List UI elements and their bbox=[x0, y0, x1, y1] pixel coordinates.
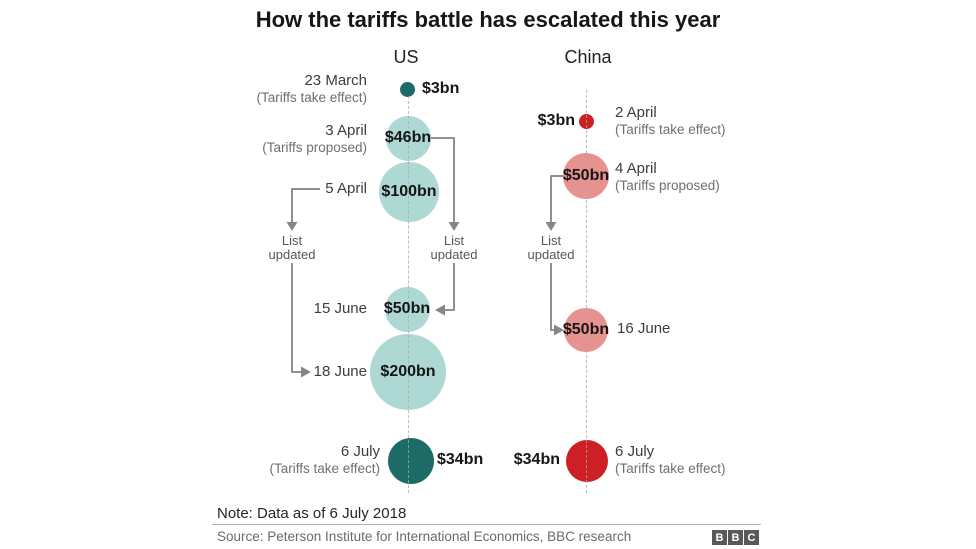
amount-label: $46bn bbox=[384, 129, 432, 146]
annotation-line: List bbox=[540, 233, 562, 248]
event-date: 6 July bbox=[340, 443, 380, 460]
annotation-line: List bbox=[443, 233, 465, 248]
event-date: 18 June bbox=[313, 363, 367, 380]
footer-divider bbox=[212, 524, 761, 525]
event-label-us-3-april: 3 April (Tariffs proposed) bbox=[147, 122, 367, 155]
annotation-line: updated bbox=[268, 247, 316, 263]
amount-label: $3bn bbox=[537, 112, 575, 129]
event-qualifier: (Tariffs take effect) bbox=[256, 89, 367, 105]
annotation-line: List bbox=[281, 233, 303, 248]
event-label-us-18-june: 18 June bbox=[147, 363, 367, 381]
event-qualifier: (Tariffs proposed) bbox=[615, 177, 720, 193]
arrow-left-icon bbox=[435, 304, 445, 316]
annotation-list-updated: List updated bbox=[268, 233, 316, 263]
source-text: Source: Peterson Institute for Internati… bbox=[217, 529, 632, 544]
arrow-down-icon bbox=[448, 222, 460, 231]
event-date: 4 April bbox=[615, 160, 657, 177]
annotation-line: updated bbox=[527, 247, 575, 263]
annotation-list-updated: List updated bbox=[527, 233, 575, 263]
event-label-china-16-june: 16 June bbox=[617, 320, 847, 338]
event-label-china-6-july: 6 July (Tariffs take effect) bbox=[615, 443, 845, 476]
bubble-china-6-july bbox=[566, 440, 608, 482]
event-date: 3 April bbox=[325, 122, 367, 139]
bbc-logo-letter: B bbox=[712, 530, 727, 545]
connector-us-right-bottom bbox=[445, 263, 455, 311]
connector-china-bottom bbox=[550, 263, 554, 331]
event-qualifier: (Tariffs take effect) bbox=[615, 460, 726, 476]
event-label-china-4-april: 4 April (Tariffs proposed) bbox=[615, 160, 845, 193]
amount-label: $50bn bbox=[383, 300, 431, 317]
amount-label: $34bn bbox=[513, 451, 560, 468]
page-title: How the tariffs battle has escalated thi… bbox=[255, 7, 721, 32]
event-date: 16 June bbox=[617, 320, 671, 337]
amount-label: $200bn bbox=[380, 363, 436, 380]
bbc-logo-letter: B bbox=[728, 530, 743, 545]
column-header-us: US bbox=[393, 47, 419, 67]
amount-label: $3bn bbox=[422, 80, 460, 97]
bubble-us-15-june bbox=[385, 287, 430, 332]
annotation-line: updated bbox=[430, 247, 478, 263]
note-text: Note: Data as of 6 July 2018 bbox=[217, 505, 407, 522]
arrow-down-icon bbox=[545, 222, 557, 231]
amount-label: $34bn bbox=[437, 451, 484, 468]
timeline-china bbox=[586, 90, 587, 493]
event-date: 5 April bbox=[325, 180, 367, 197]
timeline-us bbox=[408, 96, 409, 493]
event-label-us-23-march: 23 March (Tariffs take effect) bbox=[147, 72, 367, 105]
bubble-us-6-july bbox=[388, 438, 434, 484]
column-header-china: China bbox=[564, 47, 612, 67]
event-date: 6 July bbox=[615, 443, 655, 460]
event-date: 23 March bbox=[304, 72, 367, 89]
event-label-china-2-april: 2 April (Tariffs take effect) bbox=[615, 104, 845, 137]
amount-label: $100bn bbox=[381, 183, 437, 200]
arrow-down-icon bbox=[286, 222, 298, 231]
annotation-list-updated: List updated bbox=[430, 233, 478, 263]
event-date: 2 April bbox=[615, 104, 657, 121]
bubble-us-23-march bbox=[400, 82, 415, 97]
event-label-us-5-april: 5 April bbox=[147, 180, 367, 198]
bbc-logo: B B C bbox=[712, 530, 759, 545]
event-label-us-6-july: 6 July (Tariffs take effect) bbox=[160, 443, 380, 476]
amount-label: $50bn bbox=[562, 167, 610, 184]
bbc-logo-letter: C bbox=[744, 530, 759, 545]
event-qualifier: (Tariffs take effect) bbox=[269, 460, 380, 476]
event-qualifier: (Tariffs proposed) bbox=[262, 139, 367, 155]
event-date: 15 June bbox=[313, 300, 367, 317]
amount-label: $50bn bbox=[562, 321, 610, 338]
bubble-us-5-april bbox=[379, 162, 439, 222]
event-label-us-15-june: 15 June bbox=[147, 300, 367, 318]
event-qualifier: (Tariffs take effect) bbox=[615, 121, 726, 137]
